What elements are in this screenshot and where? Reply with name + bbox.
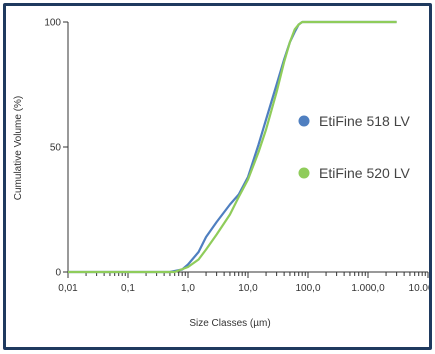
legend-marker: [298, 167, 310, 179]
series-line: [68, 20, 397, 274]
axes: [67, 22, 428, 273]
x-tick-label: 10.000,0: [409, 283, 429, 294]
legend: EtiFine 518 LV EtiFine 520 LV: [298, 113, 410, 181]
legend-marker: [298, 115, 310, 127]
y-ticks: 0 50 100: [44, 18, 68, 279]
x-tick-label: 100,0: [295, 283, 320, 294]
chart-frame: 0 50 100 0,01 0,1 1,0 10,0 100,0 1.000,0 10.000,…: [3, 3, 432, 350]
x-tick-label: 0,1: [121, 283, 135, 294]
x-tick-label: 1.000,0: [351, 283, 385, 294]
x-tick-label: 1,0: [181, 283, 195, 294]
cumulative-volume-chart: 0 50 100 0,01 0,1 1,0 10,0 100,0 1.000,0 10.000,…: [13, 18, 429, 330]
x-tick-label: 10,0: [238, 283, 258, 294]
y-tick-label: 100: [44, 18, 61, 29]
y-tick-label: 50: [50, 143, 62, 154]
x-ticks: 0,01 0,1 1,0 10,0 100,0 1.000,0 10.000,0: [58, 272, 429, 294]
y-tick-label: 0: [55, 268, 61, 279]
series-layer: [68, 20, 397, 274]
legend-label: EtiFine 518 LV: [319, 113, 410, 129]
series-line: [68, 20, 397, 274]
x-axis-title: Size Classes (µm): [189, 318, 270, 329]
y-axis-title: Cumulative Volume (%): [13, 96, 24, 200]
legend-label: EtiFine 520 LV: [319, 165, 410, 181]
x-tick-label: 0,01: [58, 283, 78, 294]
